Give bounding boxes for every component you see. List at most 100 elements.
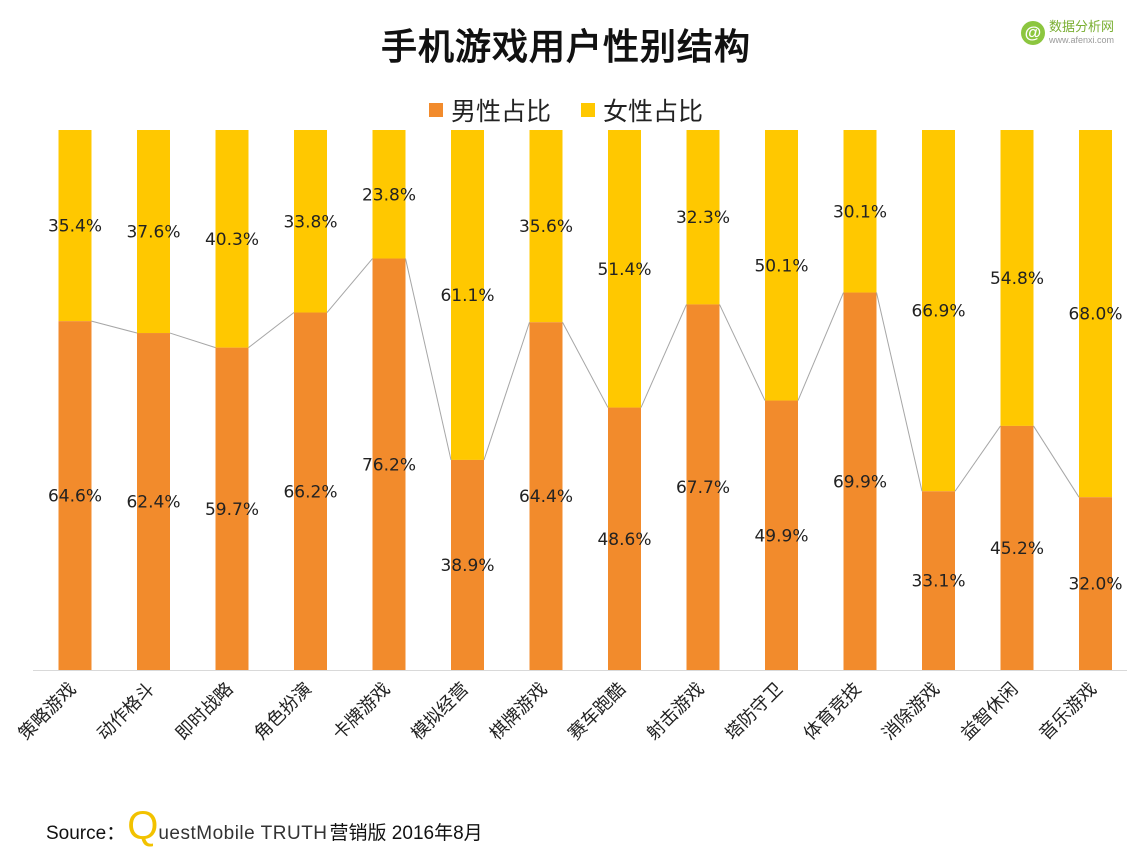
data-label-male: 48.6% — [597, 530, 651, 550]
data-label-male: 66.2% — [283, 482, 337, 502]
bar-female — [451, 130, 484, 460]
series-connector-line — [326, 258, 373, 313]
data-label-female: 33.8% — [283, 212, 337, 232]
data-label-male: 76.2% — [362, 455, 416, 475]
x-tick-label: 赛车跑酷 — [564, 679, 630, 745]
source-note: Source： Q uestMobile TRUTH 营销版 2016年8月 — [46, 806, 483, 846]
series-connector-line — [483, 322, 530, 461]
x-tick-label: 塔防守卫 — [721, 679, 787, 745]
data-label-male: 45.2% — [990, 539, 1044, 559]
series-connector-line — [876, 292, 923, 492]
data-label-female: 68.0% — [1068, 305, 1122, 325]
series-connector-line — [169, 332, 216, 349]
logo-text: 数据分析网 www.afenxi.com — [1049, 21, 1114, 45]
bar-male — [843, 292, 877, 670]
series-connector-line — [91, 320, 138, 334]
data-label-female: 40.3% — [205, 230, 259, 250]
x-tick-label: 角色扮演 — [250, 679, 316, 745]
data-label-male: 32.0% — [1068, 575, 1122, 595]
bar-female — [294, 130, 327, 313]
series-connector-line — [1033, 425, 1080, 498]
data-label-female: 32.3% — [676, 208, 730, 228]
x-tick-label: 体育竞技 — [800, 679, 866, 745]
data-label-female: 35.6% — [519, 217, 573, 237]
legend-item-female: 女性占比 — [581, 92, 703, 128]
bar-male — [215, 347, 249, 670]
series-connector-line — [562, 322, 609, 408]
legend-swatch-female — [581, 103, 595, 117]
logo-url: www.afenxi.com — [1048, 35, 1114, 45]
data-label-male: 62.4% — [126, 493, 180, 513]
bar-female — [1000, 130, 1034, 426]
bar-female — [529, 130, 563, 323]
bar-female — [1079, 130, 1112, 498]
x-tick-label: 消除游戏 — [878, 679, 944, 745]
series-connector-line — [719, 304, 766, 401]
data-label-male: 49.9% — [754, 526, 808, 546]
data-label-female: 66.9% — [911, 302, 965, 322]
x-tick-label: 模拟经营 — [407, 679, 473, 745]
bar-female — [686, 130, 720, 305]
source-date: 营销版 2016年8月 — [329, 823, 483, 844]
data-label-female: 61.1% — [440, 286, 494, 306]
bar-female — [215, 130, 249, 348]
bar-male — [372, 258, 406, 670]
source-prefix: Source： — [46, 823, 126, 844]
bar-female — [843, 130, 877, 293]
series-connector-line — [640, 304, 687, 408]
data-label-female: 30.1% — [833, 202, 887, 222]
bar-female — [137, 130, 170, 334]
source-logo-q: Q — [127, 804, 159, 848]
x-tick-label: 动作格斗 — [93, 679, 159, 745]
data-label-female: 54.8% — [990, 269, 1044, 289]
bar-male — [294, 312, 327, 670]
bar-female — [58, 130, 92, 322]
bar-female — [922, 130, 955, 492]
legend-label-male: 男性占比 — [450, 97, 551, 126]
bar-male — [608, 407, 641, 670]
bar-male — [1079, 497, 1112, 670]
bar-male — [922, 491, 955, 670]
data-label-male: 38.9% — [440, 556, 494, 576]
data-label-female: 50.1% — [754, 256, 808, 276]
bar-male — [1000, 425, 1034, 670]
bar-female — [372, 130, 406, 259]
legend-item-male: 男性占比 — [428, 92, 551, 128]
series-connector-line — [248, 312, 295, 349]
data-label-male: 59.7% — [205, 500, 259, 520]
series-connector-line — [405, 258, 452, 461]
bar-male — [686, 304, 720, 670]
data-label-male: 33.1% — [911, 572, 965, 592]
bar-male — [137, 333, 170, 670]
x-tick-label: 射击游戏 — [643, 679, 709, 745]
legend-label-female: 女性占比 — [603, 97, 704, 126]
data-label-female: 23.8% — [362, 185, 416, 205]
data-label-female: 37.6% — [126, 223, 180, 243]
logo-name: 数据分析网 — [1048, 20, 1114, 35]
brand-logo: @ 数据分析网 www.afenxi.com — [1020, 18, 1114, 48]
x-tick-label: 益智休闲 — [957, 679, 1023, 745]
data-label-male: 69.9% — [833, 472, 887, 492]
series-connector-line — [797, 292, 844, 401]
x-tick-label: 卡牌游戏 — [329, 679, 395, 745]
data-label-female: 35.4% — [48, 217, 102, 237]
chart-title: 手机游戏用户性别结构 — [380, 27, 751, 68]
x-tick-label: 棋牌游戏 — [486, 679, 552, 745]
chart-legend: 男性占比 女性占比 — [0, 92, 1132, 128]
data-label-female: 51.4% — [597, 260, 651, 280]
legend-swatch-male — [428, 103, 443, 117]
bar-male — [451, 459, 484, 670]
x-tick-label: 音乐游戏 — [1035, 679, 1101, 745]
data-label-male: 64.6% — [48, 487, 102, 507]
data-label-male: 64.4% — [519, 487, 573, 507]
source-brand: uestMobile TRUTH — [158, 823, 328, 844]
data-label-male: 67.7% — [676, 478, 730, 498]
bar-male — [58, 321, 92, 670]
bar-male — [765, 400, 798, 670]
x-tick-label: 即时战略 — [172, 679, 238, 745]
x-tick-label: 策略游戏 — [15, 679, 81, 745]
bar-male — [529, 322, 563, 670]
bar-female — [765, 130, 798, 401]
